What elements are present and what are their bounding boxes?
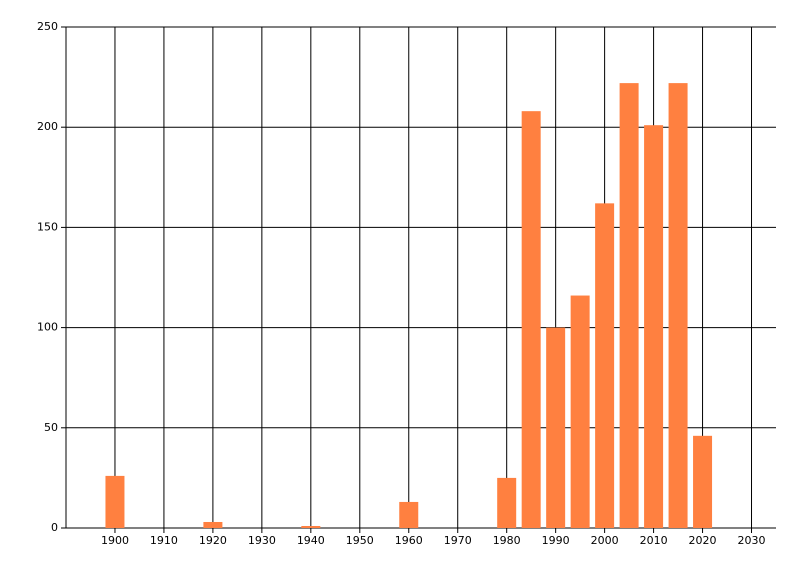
x-tick-label: 2030 — [738, 534, 766, 547]
bar — [497, 477, 517, 528]
x-tick-label: 1990 — [542, 534, 570, 547]
x-tick-label: 1960 — [395, 534, 423, 547]
bar — [399, 501, 419, 528]
bar — [521, 111, 541, 528]
x-tick-label: 1940 — [297, 534, 325, 547]
x-tick-label: 1950 — [346, 534, 374, 547]
bar — [619, 83, 639, 528]
x-tick-label: 1910 — [150, 534, 178, 547]
bar — [595, 203, 615, 529]
bar — [570, 295, 590, 528]
x-tick-label: 1900 — [101, 534, 129, 547]
bar — [693, 435, 713, 528]
x-tick-label: 1970 — [444, 534, 472, 547]
bar — [301, 525, 321, 528]
y-tick-label: 250 — [37, 20, 58, 33]
y-tick-label: 150 — [37, 220, 58, 233]
x-tick-label: 2020 — [689, 534, 717, 547]
y-tick-label: 0 — [51, 521, 58, 534]
bar — [644, 125, 664, 529]
x-tick-label: 1920 — [199, 534, 227, 547]
bar — [105, 475, 125, 528]
x-tick-label: 1980 — [493, 534, 521, 547]
y-tick-label: 100 — [37, 321, 58, 334]
x-tick-label: 1930 — [248, 534, 276, 547]
bar — [203, 521, 223, 528]
x-tick-label: 2010 — [640, 534, 668, 547]
x-tick-label: 2000 — [591, 534, 619, 547]
y-tick-label: 200 — [37, 120, 58, 133]
bar — [546, 327, 566, 528]
bar — [668, 83, 688, 528]
y-tick-label: 50 — [44, 421, 58, 434]
